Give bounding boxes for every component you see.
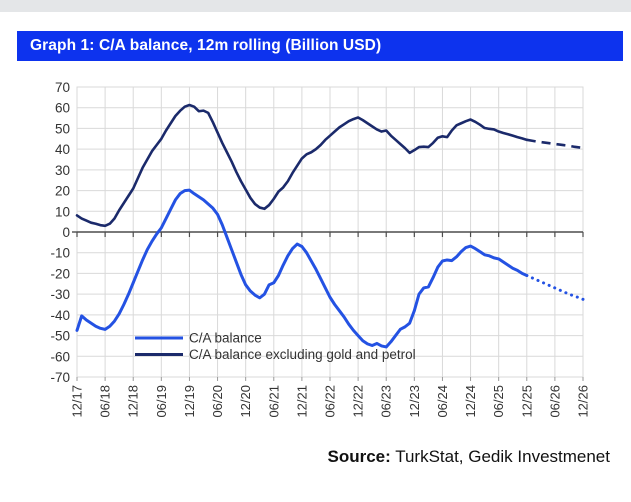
source-label: Source: [327,447,391,466]
top-band [0,0,631,12]
svg-text:12/19: 12/19 [182,385,197,418]
svg-text:06/20: 06/20 [210,385,225,418]
legend-label-0: C/A balance [189,331,262,346]
svg-text:12/21: 12/21 [294,385,309,418]
svg-text:06/24: 06/24 [435,385,450,418]
svg-text:12/22: 12/22 [351,385,366,418]
svg-text:-60: -60 [50,349,70,364]
svg-text:10: 10 [55,204,70,219]
svg-text:40: 40 [55,142,70,157]
svg-text:-50: -50 [50,329,70,344]
y-axis-labels: 70 60 50 40 30 20 10 0 -10 -20 -30 -40 -50 -60 -70 [50,80,70,385]
svg-text:30: 30 [55,163,70,178]
svg-text:0: 0 [62,225,70,240]
svg-text:06/22: 06/22 [323,385,338,418]
legend-label-1: C/A balance excluding gold and petrol [189,347,416,362]
x-axis-labels: 12/17 06/18 12/18 06/19 12/19 06/20 12/20 06/21… [70,385,591,418]
svg-text:06/19: 06/19 [154,385,169,418]
svg-text:12/24: 12/24 [463,385,478,418]
svg-text:12/18: 12/18 [126,385,141,418]
svg-text:12/25: 12/25 [519,385,534,418]
svg-text:12/23: 12/23 [407,385,422,418]
ca-balance-excluding-line [75,103,584,228]
svg-text:-10: -10 [50,246,70,261]
svg-text:60: 60 [55,101,70,116]
source-text: TurkStat, Gedik Investmenet [390,447,610,466]
svg-text:06/26: 06/26 [547,385,562,418]
svg-text:12/17: 12/17 [70,385,85,418]
svg-text:50: 50 [55,121,70,136]
svg-text:70: 70 [55,80,70,95]
svg-text:06/23: 06/23 [379,385,394,418]
svg-text:06/18: 06/18 [98,385,113,418]
graph-title-bar: Graph 1: C/A balance, 12m rolling (Billi… [17,31,623,61]
svg-text:-20: -20 [50,266,70,281]
svg-text:06/25: 06/25 [491,385,506,418]
zero-axis [72,231,584,237]
svg-text:06/21: 06/21 [266,385,281,418]
svg-text:-30: -30 [50,287,70,302]
x-axis-ticks [76,377,584,381]
graph-title-text: Graph 1: C/A balance, 12m rolling (Billi… [30,37,382,54]
svg-text:-70: -70 [50,370,70,385]
svg-text:-40: -40 [50,308,70,323]
svg-text:20: 20 [55,184,70,199]
svg-text:12/20: 12/20 [238,385,253,418]
source-line: Source: TurkStat, Gedik Investmenet [0,447,610,467]
svg-text:12/26: 12/26 [576,385,591,418]
ca-balance-line [75,188,585,349]
